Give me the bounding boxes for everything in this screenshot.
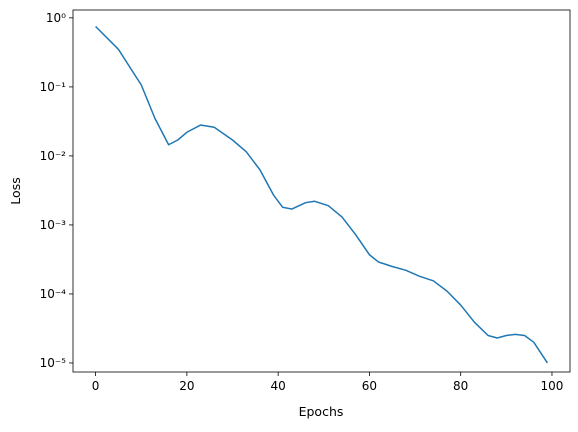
x-tick-label: 40 [271, 379, 286, 393]
x-tick-label: 0 [92, 379, 100, 393]
x-tick-label: 20 [179, 379, 194, 393]
y-tick-label: 10⁻⁵ [40, 356, 67, 370]
x-axis-label: Epochs [299, 404, 344, 419]
y-tick-label: 10⁻³ [40, 218, 67, 232]
y-tick-label: 10⁰ [46, 11, 66, 25]
y-tick-label: 10⁻² [40, 149, 67, 163]
x-tick-label: 80 [453, 379, 468, 393]
y-tick-label: 10⁻¹ [40, 80, 67, 94]
loss-line [95, 25, 549, 364]
x-tick-label: 100 [541, 379, 564, 393]
x-tick-label: 60 [362, 379, 377, 393]
y-tick-label: 10⁻⁴ [40, 287, 67, 301]
y-axis-label: Loss [8, 177, 23, 204]
axes-frame [72, 9, 571, 373]
